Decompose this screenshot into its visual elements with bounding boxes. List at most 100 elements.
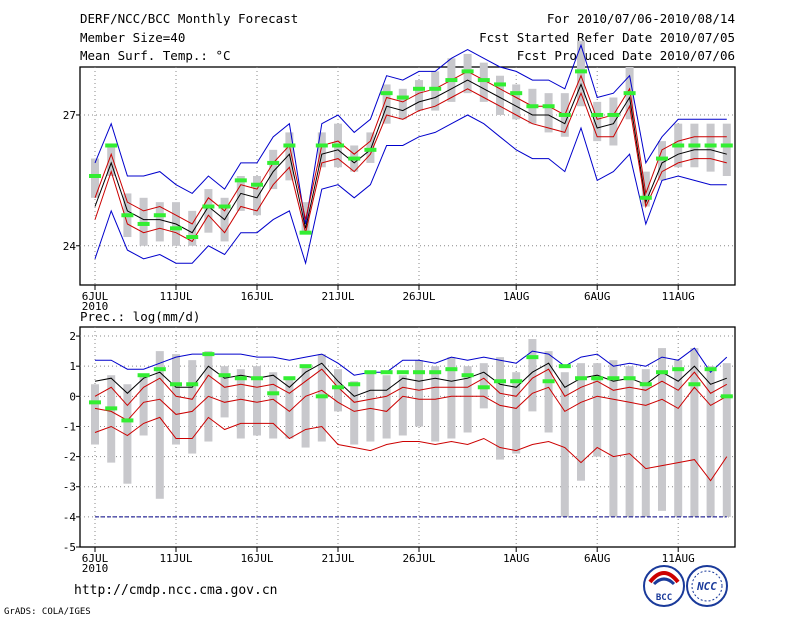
observation-marker: [526, 104, 539, 109]
member-box: [317, 132, 326, 168]
variable-label: Mean Surf. Temp.: °C: [80, 48, 231, 63]
series-lower-quantile: [94, 386, 728, 422]
member-box: [398, 375, 407, 436]
member-box: [463, 53, 472, 94]
member-box: [706, 123, 715, 172]
observation-marker: [283, 143, 296, 148]
member-box: [301, 366, 310, 448]
series-upper-quantile: [94, 368, 728, 407]
observation-marker: [542, 104, 555, 109]
observation-marker: [413, 370, 425, 375]
observation-marker: [380, 370, 393, 375]
member-box: [269, 149, 278, 190]
observation-marker: [137, 221, 150, 226]
x-tick-label: 6AUG: [584, 290, 611, 303]
plot-frame: [79, 326, 736, 548]
observation-marker: [267, 160, 280, 165]
member-box: [641, 369, 650, 517]
observation-marker: [299, 364, 312, 369]
y-tick-label: 27: [63, 109, 76, 122]
observation-marker: [688, 382, 701, 387]
observation-marker: [445, 78, 458, 83]
series-lower-envelope: [94, 114, 727, 266]
x-tick-label: 16JUL: [240, 290, 273, 303]
y-tick-label: -2: [63, 451, 76, 464]
observation-marker: [137, 373, 150, 378]
observation-marker: [202, 204, 215, 209]
member-box: [204, 189, 213, 233]
member-box: [641, 171, 650, 207]
member-box: [382, 375, 391, 439]
member-box: [139, 375, 148, 436]
grads-credit: GrADS: COLA/IGES: [4, 607, 91, 617]
x-tick-label: 1AUG: [503, 552, 530, 565]
bcc-logo: BCC: [643, 565, 685, 607]
series-median: [94, 79, 727, 234]
member-box: [91, 158, 99, 198]
observation-marker: [591, 376, 604, 381]
observation-marker: [720, 143, 733, 148]
observation-marker: [704, 143, 717, 148]
y-tick-label: -3: [63, 481, 76, 494]
series-median: [94, 362, 727, 397]
observation-marker: [591, 112, 604, 117]
refer-date-label: Fcst Started Refer Date 2010/07/05: [479, 30, 735, 45]
observation-marker: [348, 156, 361, 161]
observation-marker: [153, 367, 166, 372]
member-box: [188, 360, 197, 454]
y-tick-label: 24: [63, 240, 77, 253]
member-box: [172, 354, 180, 445]
member-box: [350, 381, 359, 445]
observation-marker: [575, 69, 587, 74]
observation-marker: [429, 86, 442, 91]
y-tick-label: 2: [69, 330, 76, 343]
observation-marker: [526, 355, 539, 360]
observation-marker: [558, 112, 571, 117]
member-box: [236, 369, 245, 439]
observation-marker: [607, 112, 620, 117]
member-box: [593, 101, 602, 142]
observation-marker: [170, 382, 182, 387]
member-box: [107, 375, 116, 463]
member-box: [366, 372, 375, 442]
observation-marker: [396, 95, 409, 100]
member-box: [625, 366, 634, 517]
observation-marker: [623, 376, 636, 381]
observation-marker: [494, 82, 506, 87]
source-url[interactable]: http://cmdp.ncc.cma.gov.cn: [74, 583, 278, 598]
observation-marker: [639, 195, 652, 200]
member-box: [496, 75, 504, 115]
x-tick-label: 21JUL: [321, 290, 354, 303]
observation-marker: [332, 385, 344, 390]
x-tick-label: 11JUL: [159, 290, 192, 303]
member-box: [479, 62, 488, 102]
observation-marker: [672, 367, 685, 372]
observation-marker: [575, 376, 587, 381]
observation-marker: [445, 367, 458, 372]
x-tick-label: 6JUL: [82, 552, 109, 565]
observation-marker: [315, 394, 328, 399]
member-box: [107, 145, 116, 176]
observation-marker: [704, 367, 717, 372]
member-box: [609, 97, 618, 146]
observation-marker: [623, 91, 636, 96]
member-box: [139, 197, 148, 246]
forecast-period-label: For 2010/07/06-2010/08/14: [546, 11, 735, 26]
member-box: [528, 339, 537, 412]
observation-marker: [639, 382, 652, 387]
member-box: [577, 363, 585, 481]
observation-marker: [105, 406, 118, 411]
observation-marker: [461, 373, 474, 378]
x-tick-label: 11JUL: [159, 552, 192, 565]
member-box: [690, 348, 699, 517]
x-tick-label: 26JUL: [402, 552, 435, 565]
plot-frame: [79, 66, 736, 286]
member-box: [577, 40, 585, 107]
member-box: [285, 378, 294, 439]
observation-marker: [89, 400, 101, 405]
ncc-logo: NCC: [686, 565, 728, 607]
observation-marker: [348, 382, 361, 387]
observation-marker: [364, 370, 377, 375]
observation-marker: [218, 373, 231, 378]
member-box: [447, 357, 456, 439]
